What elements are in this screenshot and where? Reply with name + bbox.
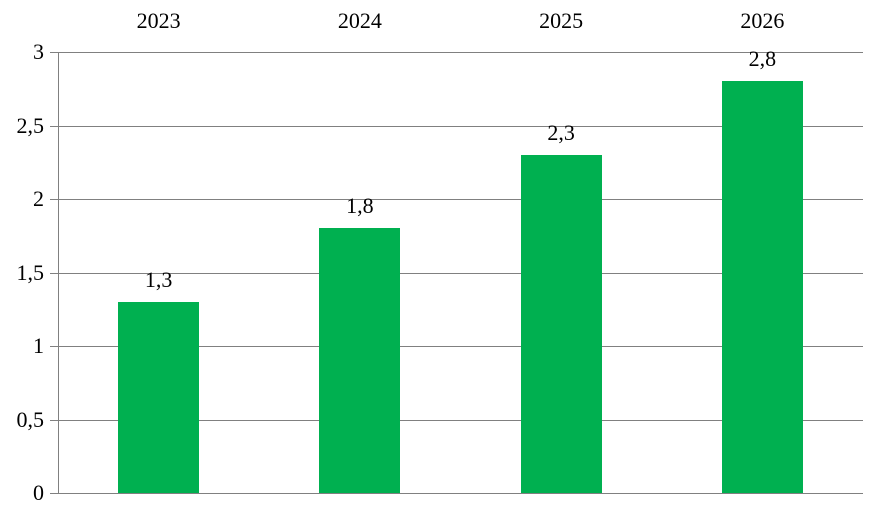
bar [721,81,803,493]
y-axis-tick-label: 2,5 [16,113,45,138]
gridline [50,52,863,53]
gridline [50,493,863,494]
y-axis-line [58,52,59,494]
category-label: 2024 [337,8,382,33]
bar-value-label: 1,8 [346,193,374,218]
bar-value-label: 1,3 [144,267,173,292]
gridline [50,199,863,200]
category-label: 2025 [539,8,584,33]
gridline [50,126,863,127]
y-axis-tick-label: 0,5 [16,407,45,432]
gridline [50,346,863,347]
gridline [50,420,863,421]
bar-value-label: 2,8 [748,46,777,71]
y-axis-tick-label: 1,5 [16,260,45,285]
y-axis-tick-label: 0 [33,480,44,505]
bar [319,228,401,493]
y-axis-tick-label: 3 [33,39,44,64]
gridline [50,273,863,274]
category-label: 2023 [136,8,181,33]
y-axis-tick-label: 1 [33,333,44,358]
bar [520,155,602,493]
y-axis-tick-label: 2 [33,186,44,211]
bar [118,302,200,493]
bar-value-label: 2,3 [547,120,575,145]
category-label: 2026 [740,8,785,33]
